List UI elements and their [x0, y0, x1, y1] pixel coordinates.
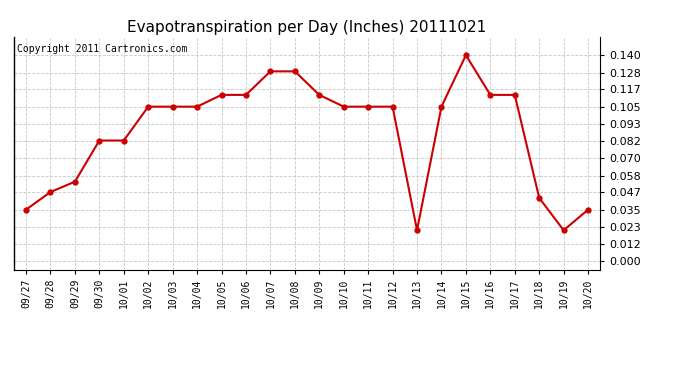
Title: Evapotranspiration per Day (Inches) 20111021: Evapotranspiration per Day (Inches) 2011… [128, 20, 486, 35]
Text: Copyright 2011 Cartronics.com: Copyright 2011 Cartronics.com [17, 45, 187, 54]
